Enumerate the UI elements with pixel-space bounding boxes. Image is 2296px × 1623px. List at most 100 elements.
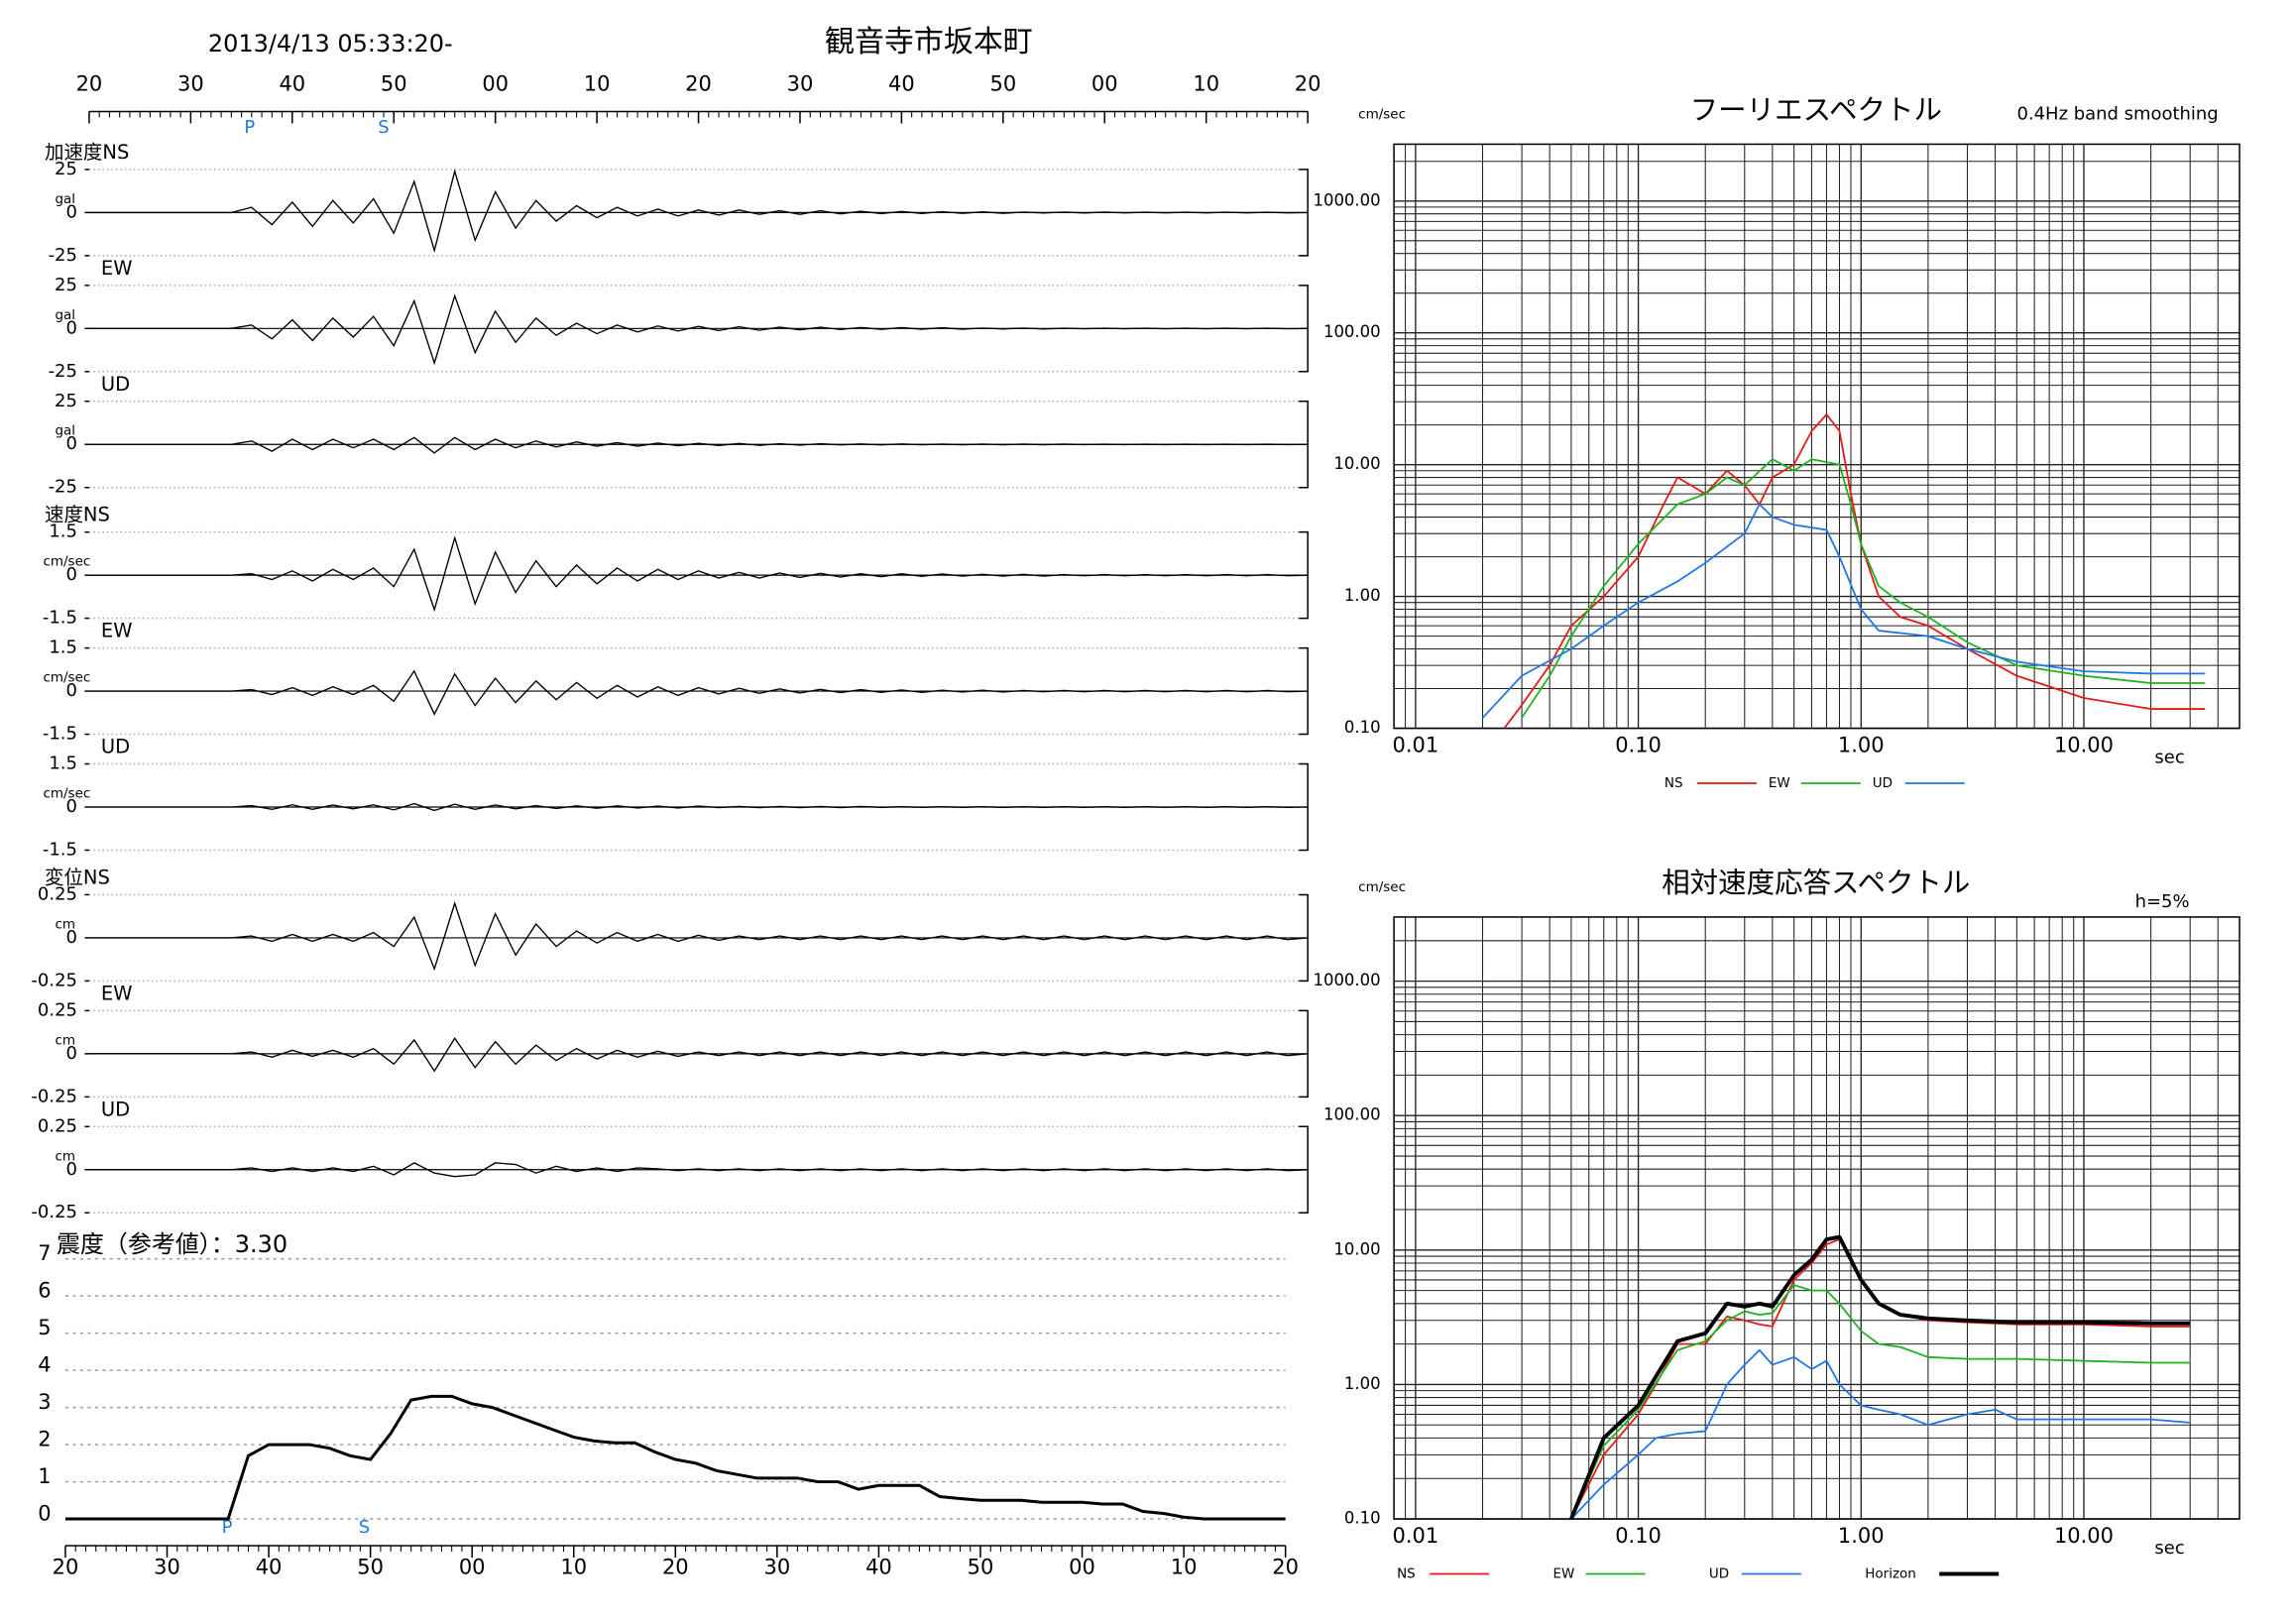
y-tick-label: 0	[66, 1043, 77, 1064]
unit-label: cm/sec	[43, 554, 90, 570]
y-tick-label: 0.10	[1344, 718, 1381, 737]
y-tick-label: 1.5	[49, 522, 77, 542]
y-tick-label: 0	[66, 433, 77, 454]
panel-label: EW	[101, 982, 133, 1004]
phase-marker: S	[359, 1517, 370, 1538]
y-tick-label: 0	[66, 317, 77, 338]
datetime: 2013/4/13 05:33:20-	[208, 30, 453, 58]
legend-label: NS	[1397, 1566, 1416, 1582]
y-tick-label: 25	[55, 391, 77, 411]
x-tick-label: 10.00	[2054, 1524, 2114, 1548]
panel-label: EW	[101, 257, 133, 280]
plot-frame	[1393, 143, 2240, 730]
panel-label: 速度NS	[45, 504, 110, 526]
y-tick-label: 0	[66, 564, 77, 585]
x-tick-label: 30	[764, 1556, 791, 1579]
y-tick-label: -25	[49, 361, 77, 382]
x-axis-label: sec	[2154, 1538, 2184, 1559]
y-tick-label: -1.5	[43, 724, 77, 745]
x-tick-label: 00	[1069, 1556, 1095, 1579]
y-tick-label: 1.5	[49, 754, 77, 774]
unit-label: cm/sec	[43, 786, 90, 802]
y-tick-label: 0.25	[38, 883, 77, 904]
y-tick-label: -0.25	[31, 970, 76, 990]
unit-label: cm	[55, 1032, 75, 1048]
y-tick-label: 1.00	[1344, 586, 1381, 605]
panel-label: UD	[101, 736, 130, 758]
x-tick-label: 20	[685, 71, 712, 95]
unit-label: cm/sec	[43, 670, 90, 686]
x-tick-label: 40	[279, 71, 305, 95]
spectrum-line	[1503, 413, 2206, 729]
spectrum-line	[1481, 503, 2206, 719]
x-tick-label: 20	[1272, 1556, 1299, 1579]
x-tick-label: 10	[1171, 1556, 1198, 1579]
x-tick-label: 20	[53, 1556, 79, 1579]
chart-title: フーリエスペクトル	[1690, 93, 1942, 126]
y-tick-label: 1000.00	[1313, 971, 1380, 989]
y-tick-label: 5	[38, 1316, 51, 1339]
x-tick-label: 10	[1193, 71, 1219, 95]
chart-subtitle: 0.4Hz band smoothing	[2016, 103, 2218, 124]
y-tick-label: 0	[66, 1159, 77, 1180]
y-tick-label: 1.00	[1344, 1374, 1381, 1393]
y-tick-label: 7	[38, 1241, 51, 1265]
x-tick-label: 20	[1295, 71, 1321, 95]
x-tick-label: 0.01	[1393, 1524, 1439, 1548]
x-tick-label: 40	[256, 1556, 283, 1579]
spectrum-line	[1570, 1348, 2191, 1520]
y-tick-label: -25	[49, 477, 77, 498]
legend-label: UD	[1873, 775, 1893, 791]
intensity-line	[64, 1394, 1286, 1521]
y-tick-label: 0.25	[38, 1115, 77, 1136]
series-group	[1481, 413, 2206, 729]
y-tick-label: 0.10	[1344, 1509, 1381, 1528]
x-tick-label: 50	[357, 1556, 384, 1579]
panel-label: 加速度NS	[45, 141, 129, 164]
legend-label: UD	[1709, 1566, 1729, 1582]
y-tick-label: 0	[66, 680, 77, 701]
waveform	[88, 669, 1309, 716]
y-tick-label: 100.00	[1323, 1105, 1381, 1124]
chart-title: 相対速度応答スペクトル	[1662, 867, 1970, 899]
phase-marker: P	[222, 1517, 233, 1538]
legend-label: NS	[1665, 775, 1683, 791]
x-tick-label: 10	[584, 71, 611, 95]
x-tick-label: 20	[662, 1556, 689, 1579]
chart-title: 震度（参考値）：3.30	[57, 1230, 287, 1258]
waveform	[88, 293, 1309, 366]
legend-label: EW	[1769, 775, 1790, 791]
x-tick-label: 00	[482, 71, 509, 95]
y-tick-label: 0	[66, 201, 77, 222]
unit-label: cm	[55, 1148, 75, 1164]
phase-marker: P	[244, 117, 255, 138]
y-tick-label: 100.00	[1323, 322, 1381, 341]
series-group	[1569, 1234, 2191, 1520]
x-tick-label: 40	[865, 1556, 892, 1579]
x-tick-label: 0.10	[1615, 1524, 1662, 1548]
x-tick-label: 1.00	[1838, 734, 1885, 757]
y-tick-label: -1.5	[43, 608, 77, 629]
unit-label: gal	[55, 423, 75, 439]
x-tick-label: 30	[177, 71, 204, 95]
y-tick-label: 10.00	[1333, 1239, 1380, 1258]
waveform	[88, 802, 1309, 812]
unit-label: cm	[55, 916, 75, 932]
x-tick-label: 30	[154, 1556, 180, 1579]
y-axis-label: cm/sec	[1358, 106, 1406, 122]
y-tick-label: 6	[38, 1279, 51, 1303]
waveform	[88, 1037, 1309, 1073]
x-tick-label: 1.00	[1838, 1524, 1885, 1548]
x-tick-label: 0.01	[1393, 734, 1439, 757]
plot-frame	[1393, 916, 2240, 1520]
waveform	[88, 900, 1309, 972]
waveform	[88, 436, 1309, 454]
y-tick-label: 3	[38, 1390, 51, 1414]
y-tick-label: 0.25	[38, 999, 77, 1020]
legend-label: EW	[1552, 1566, 1574, 1582]
legend-label: Horizon	[1865, 1566, 1916, 1582]
waveform	[88, 169, 1309, 254]
x-tick-label: 40	[888, 71, 915, 95]
